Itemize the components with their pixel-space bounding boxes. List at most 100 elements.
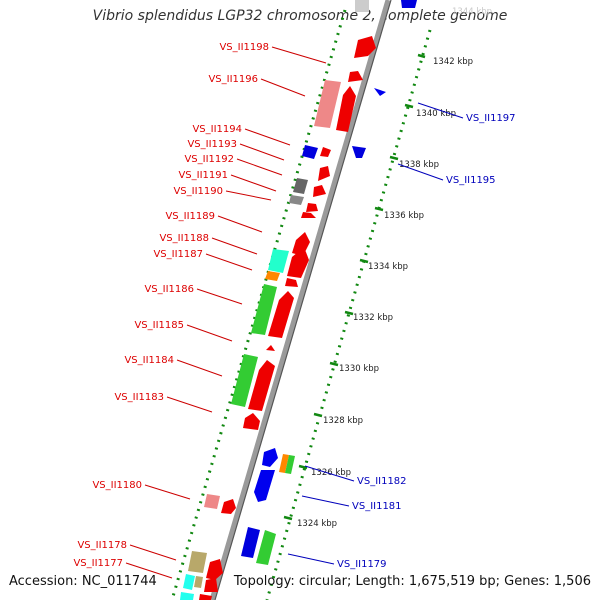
label-leader (217, 215, 263, 233)
gene-label: VS_II1177 (73, 558, 123, 569)
gene-arrow (348, 71, 363, 82)
gene-label: VS_II1187 (153, 249, 203, 260)
gene-label: VS_II1189 (165, 211, 215, 222)
label-leader (166, 396, 213, 413)
gene-arrow (301, 212, 316, 218)
tick-mark (404, 103, 414, 109)
label-leader (125, 562, 173, 579)
gene-feature (293, 178, 308, 194)
label-leader (239, 143, 285, 161)
gene-feature (355, 0, 369, 12)
gene-arrow (266, 345, 275, 351)
gene-label: VS_II1194 (192, 124, 242, 135)
gene-feature (204, 494, 220, 509)
right-label-leaders (287, 102, 464, 565)
label-leader (271, 46, 327, 64)
gene-label: VS_II1183 (114, 392, 164, 403)
genome-backbone (209, 0, 391, 600)
gene-arrow (256, 530, 276, 565)
tick-label: 1340 kbp (416, 109, 456, 119)
gene-arrow (352, 146, 366, 158)
inner-dotted-track (170, 9, 347, 600)
label-leader (196, 288, 243, 305)
label-leader (144, 484, 191, 500)
label-leader (186, 324, 233, 342)
gene-arrow (199, 594, 212, 600)
tick-mark (344, 310, 354, 316)
left-label-leaders (125, 46, 327, 579)
gene-label: VS_II1185 (134, 320, 184, 331)
gene-label: VS_II1196 (208, 74, 258, 85)
gene-arrow (221, 499, 236, 514)
gene-features (180, 0, 417, 600)
gene-arrow (268, 291, 294, 338)
label-leader (205, 253, 253, 271)
gene-arrow (354, 36, 376, 58)
label-leader (244, 128, 291, 146)
gene-arrow (287, 247, 309, 278)
label-leader (301, 495, 350, 507)
gene-label: VS_II1195 (446, 175, 496, 186)
gene-feature (241, 527, 260, 558)
gene-arrow (320, 147, 331, 157)
accession-text: Accession: NC_011744 (9, 574, 157, 589)
map-title: Vibrio splendidus LGP32 chromosome 2, co… (92, 8, 508, 24)
gene-label: VS_II1178 (77, 540, 127, 551)
tick-label: 1338 kbp (399, 160, 439, 170)
gene-arrow (336, 86, 356, 132)
gene-feature (314, 80, 341, 128)
label-leader (129, 544, 177, 561)
tick-label: 1342 kbp (433, 57, 473, 67)
gene-feature (188, 551, 207, 573)
label-leader (287, 553, 335, 565)
tick-mark (298, 464, 308, 470)
tick-mark (417, 53, 426, 59)
gene-feature (180, 592, 194, 600)
tick-mark (329, 361, 339, 367)
gene-label: VS_II1186 (144, 284, 194, 295)
gene-label: VS_II1192 (184, 154, 234, 165)
gene-arrow (374, 88, 386, 96)
scale-ticks (283, 53, 426, 521)
label-leader (236, 158, 283, 176)
gene-feature (194, 576, 203, 588)
gene-label: VS_II1180 (92, 480, 142, 491)
gene-arrow (204, 578, 218, 592)
tick-mark (389, 155, 399, 161)
tick-mark (313, 412, 323, 418)
gene-label: VS_II1198 (219, 42, 269, 53)
gene-arrow (318, 166, 330, 181)
label-leader (397, 163, 444, 181)
gene-feature (302, 145, 318, 159)
topology-text: Topology: circular; Length: 1,675,519 bp… (233, 574, 591, 589)
gene-arrow (262, 448, 278, 467)
tick-mark (374, 206, 384, 212)
gene-arrow (285, 278, 298, 287)
label-leader (417, 102, 464, 119)
label-leader (260, 78, 306, 97)
gene-label: VS_II1188 (159, 233, 209, 244)
gene-arrow (306, 203, 318, 212)
scale-tick-labels: 1344 kbp 1342 kbp 1340 kbp 1338 kbp 1336… (297, 7, 492, 529)
label-leader (230, 174, 277, 192)
gene-arrow (292, 232, 310, 256)
label-leader (225, 190, 272, 201)
gene-feature (251, 284, 277, 335)
right-labels: VS_II1197 VS_II1195 VS_II1182 VS_II1181 … (337, 113, 516, 570)
tick-label: 1344 kbp (452, 7, 492, 17)
gene-arrow (401, 0, 417, 8)
outer-dotted-track (265, 29, 432, 600)
gene-label: VS_II1197 (466, 113, 516, 124)
gene-label: VS_II1184 (124, 355, 174, 366)
tick-label: 1332 kbp (353, 313, 393, 323)
gene-feature (285, 455, 295, 474)
gene-label: VS_II1191 (178, 170, 228, 181)
tick-mark (283, 515, 293, 521)
gene-label: VS_II1181 (352, 501, 402, 512)
gene-label: VS_II1179 (337, 559, 387, 570)
gene-feature (183, 574, 195, 590)
gene-arrow (206, 559, 223, 580)
gene-arrow (313, 185, 326, 197)
gene-label: VS_II1182 (357, 476, 407, 487)
